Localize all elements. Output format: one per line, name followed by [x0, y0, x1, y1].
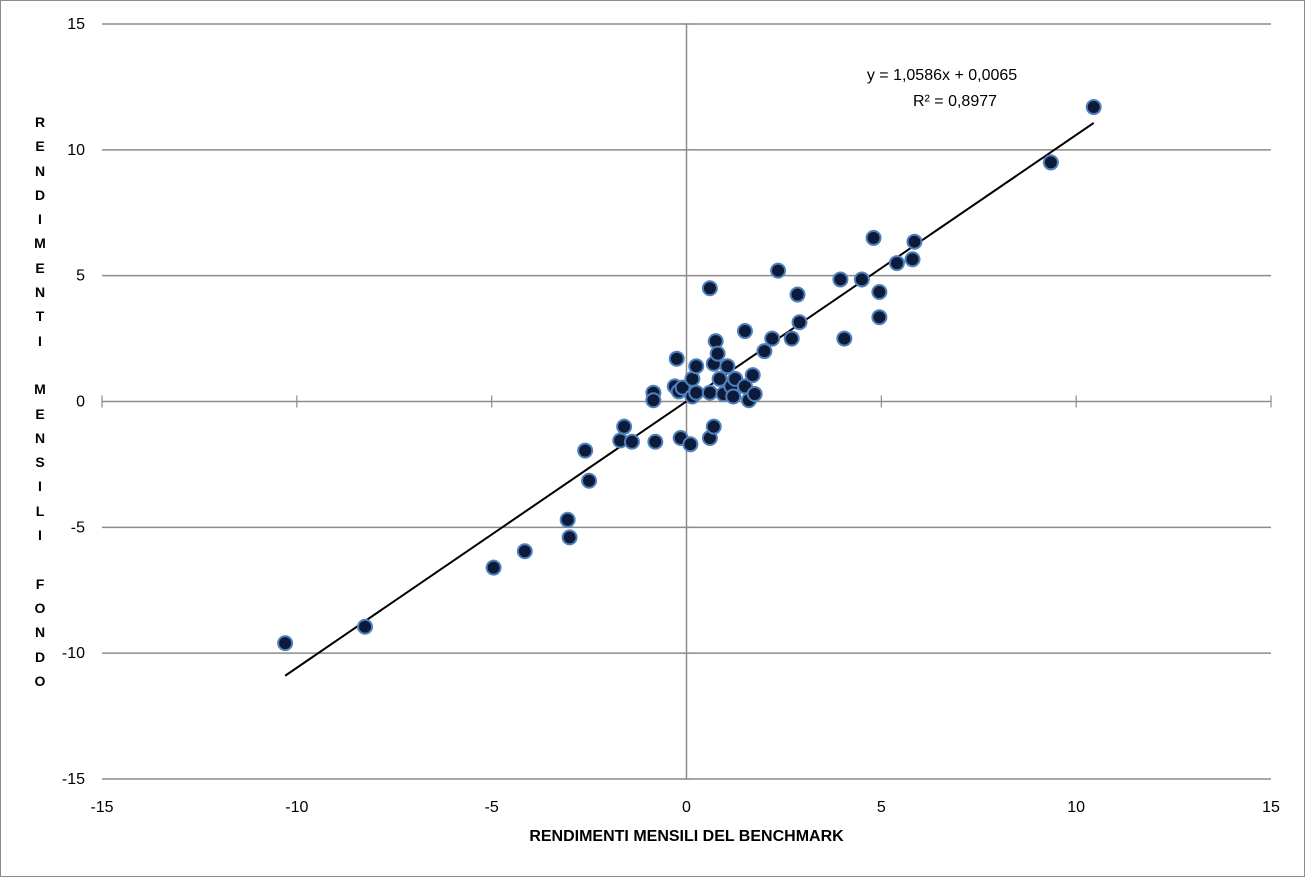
- trendline-equation: y = 1,0586x + 0,0065: [867, 67, 1017, 84]
- y-tick-label: -5: [71, 519, 85, 536]
- data-point: [688, 358, 705, 375]
- data-point: [357, 618, 374, 635]
- data-point: [789, 286, 806, 303]
- y-tick-labels: 15 10 5 0 -5 -10 -15: [62, 16, 85, 788]
- data-point: [647, 433, 664, 450]
- data-points: [277, 99, 1102, 652]
- data-point: [701, 384, 718, 401]
- data-point: [736, 323, 753, 340]
- data-point: [701, 280, 718, 297]
- x-tick-label: -15: [90, 799, 113, 816]
- data-point: [746, 385, 763, 402]
- x-tick-label: -5: [485, 799, 499, 816]
- x-tick-labels: -15 -10 -5 0 5 10 15: [90, 799, 1280, 816]
- data-point: [1085, 99, 1102, 116]
- y-tick-label: 0: [76, 394, 85, 411]
- x-tick-label: 5: [877, 799, 886, 816]
- data-point: [577, 442, 594, 459]
- data-point: [561, 529, 578, 546]
- trendline-r-squared: R² = 0,8977: [913, 93, 997, 110]
- data-point: [719, 358, 736, 375]
- data-point: [888, 255, 905, 272]
- data-point: [623, 433, 640, 450]
- data-point: [682, 436, 699, 453]
- data-point: [709, 345, 726, 362]
- data-point: [865, 229, 882, 246]
- data-point: [744, 367, 761, 384]
- data-point: [871, 309, 888, 326]
- data-point: [904, 251, 921, 268]
- data-point: [791, 314, 808, 331]
- data-point: [616, 418, 633, 435]
- data-point: [770, 262, 787, 279]
- data-point: [559, 511, 576, 528]
- x-tick-label: 10: [1067, 799, 1085, 816]
- data-point: [836, 330, 853, 347]
- data-point: [688, 384, 705, 401]
- data-point: [832, 271, 849, 288]
- x-tick-label: -10: [285, 799, 308, 816]
- data-point: [756, 343, 773, 360]
- data-point: [277, 635, 294, 652]
- data-point: [668, 350, 685, 367]
- x-axis-title: RENDIMENTI MENSILI DEL BENCHMARK: [529, 828, 844, 845]
- data-point: [485, 559, 502, 576]
- data-point: [906, 233, 923, 250]
- data-point: [1042, 154, 1059, 171]
- x-tick-label: 0: [682, 799, 691, 816]
- data-point: [783, 330, 800, 347]
- data-point: [516, 543, 533, 560]
- y-axis-title: R E N D I M E N T I M E N S I L I F O N …: [34, 114, 46, 689]
- data-point: [853, 271, 870, 288]
- data-point: [711, 370, 728, 387]
- x-tick-label: 15: [1262, 799, 1280, 816]
- data-point: [581, 472, 598, 489]
- data-point: [764, 330, 781, 347]
- y-tick-label: 10: [67, 142, 85, 159]
- y-tick-label: 15: [67, 16, 85, 33]
- data-point: [871, 284, 888, 301]
- y-tick-label: -15: [62, 771, 85, 788]
- data-point: [674, 379, 691, 396]
- y-tick-label: 5: [76, 268, 85, 285]
- y-tick-label: -10: [62, 645, 85, 662]
- data-point: [705, 418, 722, 435]
- data-point: [725, 388, 742, 405]
- data-point: [645, 392, 662, 409]
